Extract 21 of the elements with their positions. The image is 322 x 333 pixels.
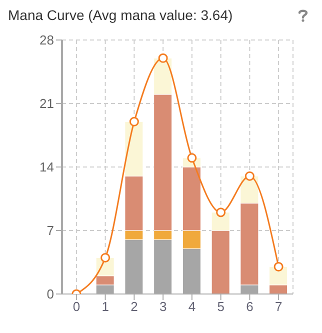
y-tick-label: 7 — [46, 223, 54, 238]
x-tick-label: 7 — [274, 299, 282, 314]
x-tick-label: 6 — [246, 299, 254, 314]
point — [244, 171, 254, 181]
x-tick-label: 2 — [130, 299, 138, 314]
x-tick-label: 5 — [217, 299, 224, 314]
point — [100, 252, 110, 262]
point — [216, 208, 226, 218]
y-tick-label: 28 — [40, 32, 54, 48]
chart-title: Mana Curve (Avg mana value: 3.64) — [8, 7, 233, 23]
y-tick-label: 14 — [40, 160, 54, 175]
x-tick-label: 4 — [188, 299, 196, 314]
y-tick-label: 21 — [40, 96, 54, 112]
point — [187, 153, 197, 163]
point — [158, 53, 168, 63]
point — [274, 262, 284, 272]
y-tick-label: 0 — [46, 286, 54, 302]
x-tick-label: 1 — [102, 299, 109, 314]
x-tick-label: 3 — [159, 299, 167, 314]
point — [129, 116, 139, 126]
x-tick-label: 0 — [72, 299, 80, 314]
